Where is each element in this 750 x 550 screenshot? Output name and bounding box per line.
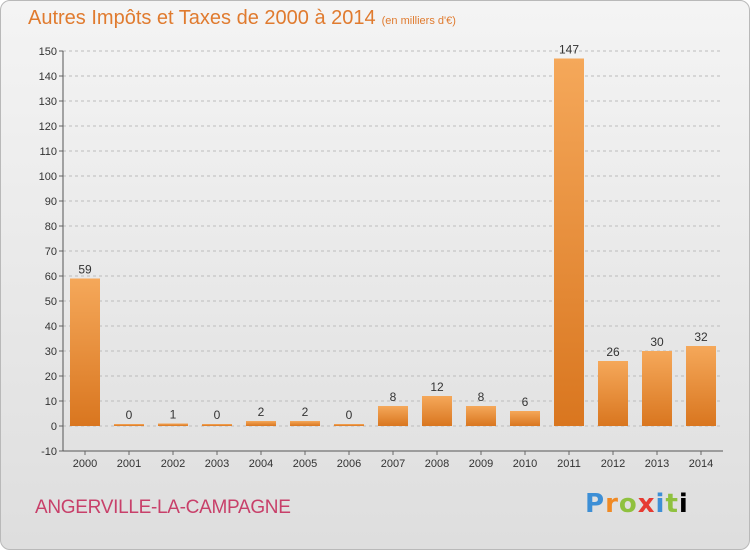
proxiti-logo: Proxiti bbox=[585, 489, 689, 519]
bar bbox=[246, 421, 276, 426]
data-label: 0 bbox=[214, 408, 221, 422]
x-tick-label: 2012 bbox=[601, 458, 625, 470]
y-tick-label: 30 bbox=[45, 346, 57, 358]
bar bbox=[598, 361, 628, 426]
data-label: 2 bbox=[258, 405, 265, 419]
x-tick-label: 2010 bbox=[513, 458, 537, 470]
data-label: 0 bbox=[346, 408, 353, 422]
y-tick-label: 40 bbox=[45, 321, 57, 333]
y-tick-label: 60 bbox=[45, 271, 57, 283]
commune-name: ANGERVILLE-LA-CAMPAGNE bbox=[35, 497, 291, 518]
y-tick-label: 140 bbox=[39, 71, 57, 83]
bar bbox=[378, 406, 408, 426]
data-label: 30 bbox=[650, 335, 664, 349]
bar bbox=[290, 421, 320, 426]
logo-letter: t bbox=[665, 489, 679, 519]
x-tick-label: 2000 bbox=[73, 458, 97, 470]
y-tick-label: 50 bbox=[45, 296, 57, 308]
bar bbox=[422, 396, 452, 426]
y-tick-label: 20 bbox=[45, 371, 57, 383]
x-tick-label: 2007 bbox=[381, 458, 405, 470]
x-tick-label: 2005 bbox=[293, 458, 317, 470]
bar bbox=[334, 424, 364, 426]
x-tick-label: 2006 bbox=[337, 458, 361, 470]
y-tick-label: 130 bbox=[39, 96, 57, 108]
data-label: 32 bbox=[694, 330, 708, 344]
logo-letter: i bbox=[655, 489, 666, 519]
x-tick-label: 2004 bbox=[249, 458, 273, 470]
data-label: 1 bbox=[170, 408, 177, 422]
bar bbox=[158, 423, 188, 426]
chart-title-text: Autres Impôts et Taxes de 2000 à 2014 bbox=[28, 7, 376, 29]
chart-subtitle: (en milliers d'€) bbox=[381, 15, 456, 27]
bar bbox=[70, 278, 100, 426]
y-tick-label: 0 bbox=[51, 421, 57, 433]
x-axis: 2000 2001 2002 2003 2004 2005 2006 2007 2008 2009… bbox=[63, 450, 723, 470]
x-tick-label: 2009 bbox=[469, 458, 493, 470]
y-tick-label: -10 bbox=[41, 446, 57, 458]
y-tick-label: 100 bbox=[39, 171, 57, 183]
data-label: 0 bbox=[126, 408, 133, 422]
data-label: 2 bbox=[302, 405, 309, 419]
logo-letter: P bbox=[585, 489, 606, 519]
logo-letter: i bbox=[678, 489, 689, 519]
bar bbox=[554, 58, 584, 426]
x-tick-label: 2001 bbox=[117, 458, 141, 470]
bar bbox=[510, 411, 540, 426]
bar bbox=[642, 351, 672, 426]
data-label: 6 bbox=[522, 395, 529, 409]
data-label: 26 bbox=[606, 345, 620, 359]
bar bbox=[466, 406, 496, 426]
chart-title: Autres Impôts et Taxes de 2000 à 2014 (en… bbox=[28, 7, 456, 30]
y-tick-label: 150 bbox=[39, 46, 57, 58]
y-tick-label: 70 bbox=[45, 246, 57, 258]
bar bbox=[202, 424, 232, 426]
logo-letter: o bbox=[618, 489, 638, 519]
y-axis: -10 0 10 20 30 40 50 60 70 80 90 100 110 120 130 140 150 bbox=[39, 46, 64, 458]
x-tick-label: 2011 bbox=[557, 458, 581, 470]
data-label: 8 bbox=[478, 390, 485, 404]
data-label: 59 bbox=[78, 263, 92, 277]
logo-letter: r bbox=[605, 489, 619, 519]
y-tick-label: 110 bbox=[39, 146, 57, 158]
x-tick-label: 2002 bbox=[161, 458, 185, 470]
data-label: 147 bbox=[559, 43, 579, 57]
x-tick-label: 2014 bbox=[689, 458, 713, 470]
bar bbox=[686, 346, 716, 426]
x-tick-label: 2003 bbox=[205, 458, 229, 470]
data-label: 12 bbox=[430, 380, 444, 394]
y-tick-label: 80 bbox=[45, 221, 57, 233]
logo-letter: x bbox=[637, 489, 656, 519]
y-tick-label: 120 bbox=[39, 121, 57, 133]
x-tick-label: 2013 bbox=[645, 458, 669, 470]
x-tick-label: 2008 bbox=[425, 458, 449, 470]
data-label: 8 bbox=[390, 390, 397, 404]
bars: 59 0 1 0 2 2 0 8 12 8 6 147 26 30 32 bbox=[70, 43, 716, 426]
bar bbox=[114, 424, 144, 426]
y-tick-label: 10 bbox=[45, 396, 57, 408]
y-tick-label: 90 bbox=[45, 196, 57, 208]
